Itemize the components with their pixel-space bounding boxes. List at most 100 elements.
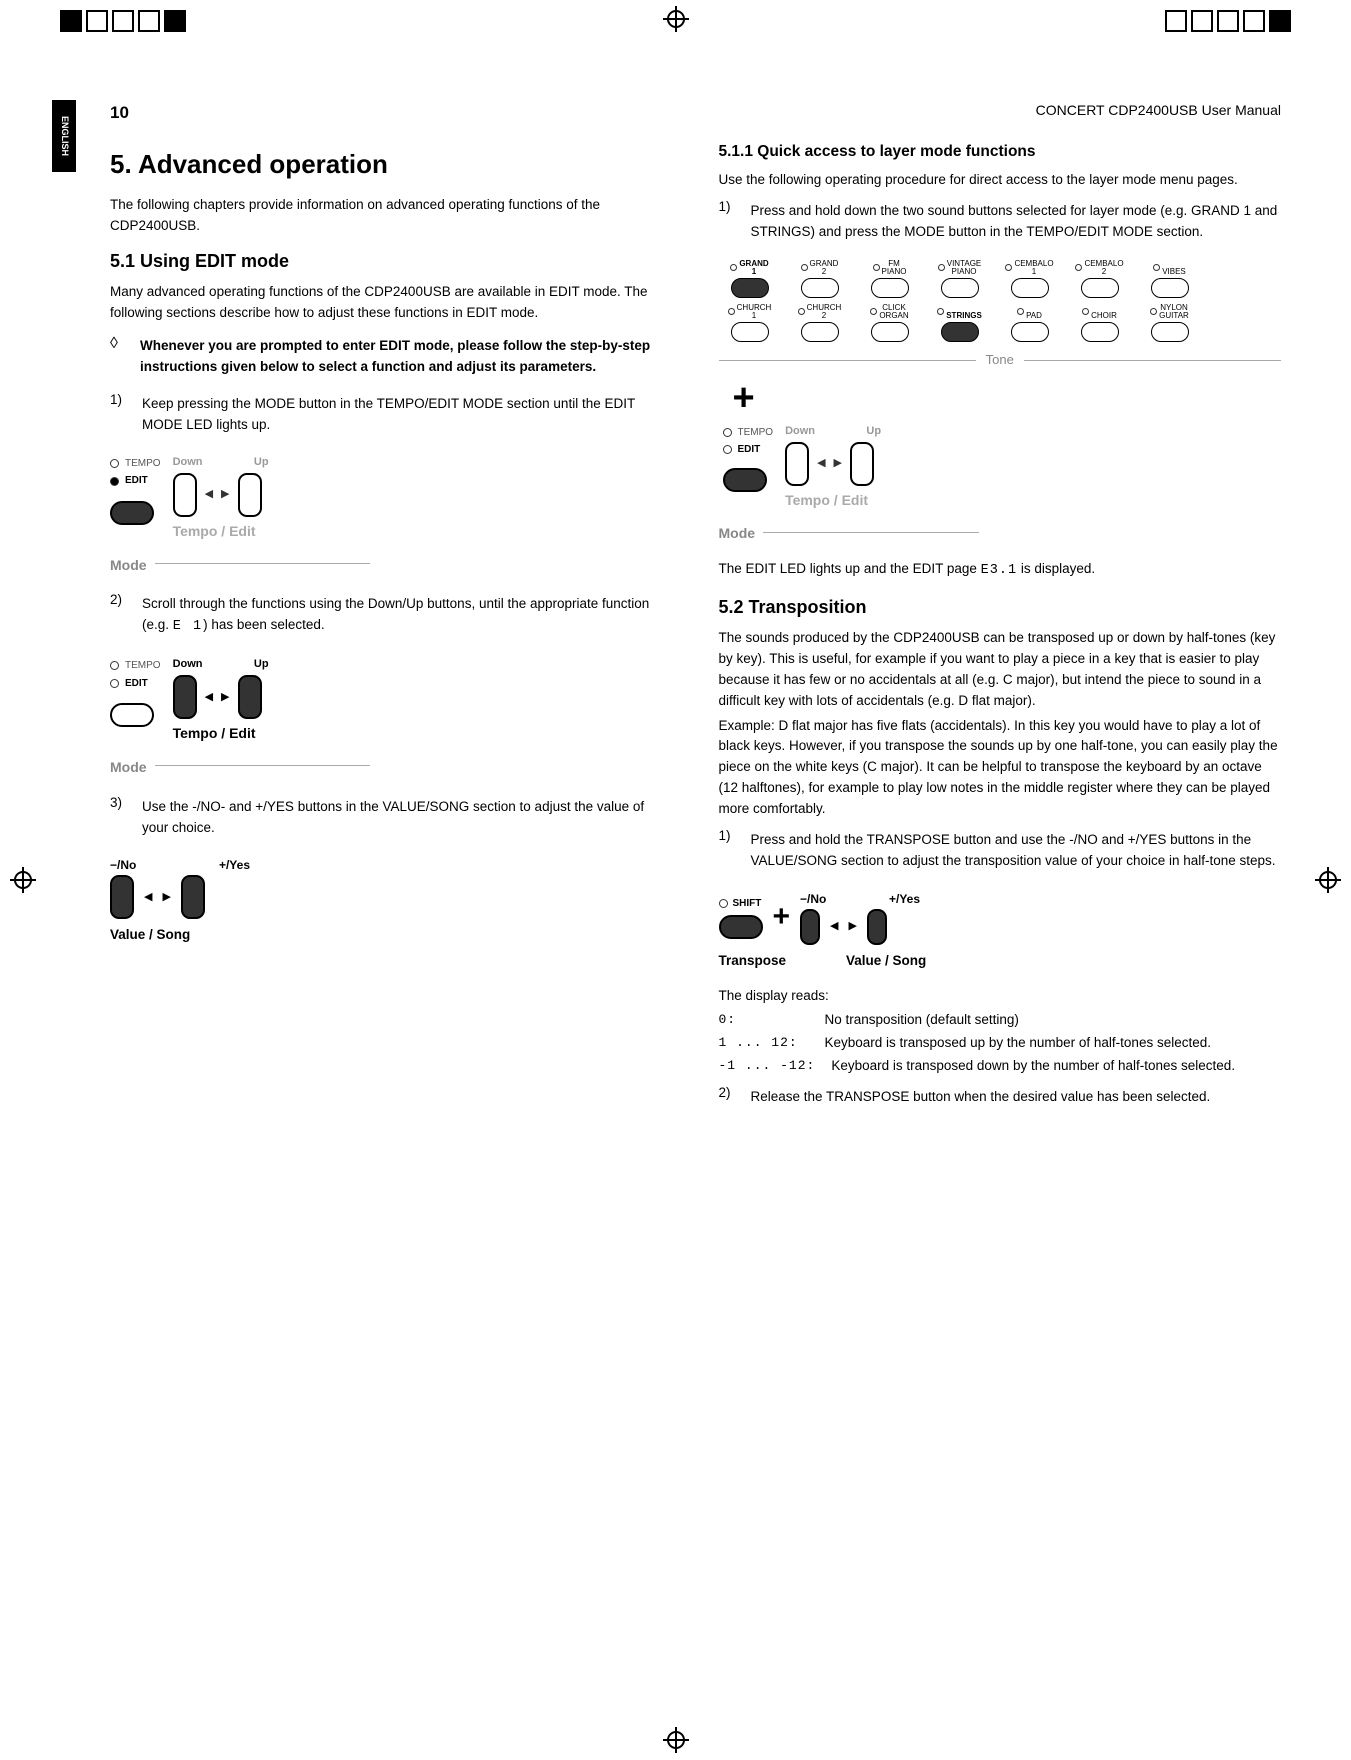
table-row: 1 ... 12:Keyboard is transposed up by th… <box>719 1033 1282 1054</box>
right-arrow-icon: ▶ <box>221 689 229 706</box>
tone-label: CHURCH1 <box>737 304 772 320</box>
display-value: No transposition (default setting) <box>825 1010 1282 1031</box>
no-button[interactable] <box>110 875 134 919</box>
transpose-caption: Transpose <box>719 951 787 972</box>
reg-square-icon <box>138 10 160 32</box>
tone-button[interactable] <box>1151 278 1189 298</box>
display-values-table: 0: No transposition (default setting)1 ..… <box>719 1010 1282 1077</box>
reg-group-left <box>60 10 186 38</box>
tempo-edit-caption: Tempo / Edit <box>173 723 269 745</box>
tone-cell: VIBES <box>1139 260 1201 298</box>
up-button[interactable] <box>850 442 874 486</box>
led-off-icon <box>1082 308 1089 315</box>
tone-label: CEMBALO1 <box>1014 260 1053 276</box>
reg-square-icon <box>1269 10 1291 32</box>
left-arrow-icon: ◀ <box>205 486 213 503</box>
tone-button[interactable] <box>1011 278 1049 298</box>
tone-button[interactable] <box>941 278 979 298</box>
mode-button[interactable] <box>110 501 154 525</box>
shift-button[interactable] <box>719 915 763 939</box>
result-a: The EDIT LED lights up and the EDIT page <box>719 561 981 576</box>
crosshair-icon <box>1315 867 1341 893</box>
figure-mode-2: TEMPO EDIT DownUp ◀ ▶ Tempo / Ed <box>110 656 370 778</box>
tempo-label: TEMPO <box>738 425 774 441</box>
tone-button[interactable] <box>731 322 769 342</box>
reg-square-icon <box>1165 10 1187 32</box>
tone-button[interactable] <box>801 278 839 298</box>
no-label: −/No <box>800 890 826 909</box>
led-off-icon <box>798 308 805 315</box>
tone-button[interactable] <box>871 278 909 298</box>
page-number: 10 <box>110 100 673 126</box>
display-reads-text: The display reads: <box>719 986 1282 1007</box>
mode-button[interactable] <box>723 468 767 492</box>
led-off-icon <box>870 308 877 315</box>
left-arrow-icon: ◀ <box>830 918 838 935</box>
tone-cell: GRAND1 <box>719 260 781 298</box>
led-off-icon <box>1017 308 1024 315</box>
up-label: Up <box>254 656 269 673</box>
display-key: 0: <box>719 1010 809 1031</box>
edit-label: EDIT <box>738 442 761 458</box>
plus-icon: + <box>733 379 1282 417</box>
tone-button[interactable] <box>871 322 909 342</box>
tone-button[interactable] <box>1081 322 1119 342</box>
step-number: 1) <box>719 197 741 247</box>
led-off-icon <box>873 264 880 271</box>
down-label: Down <box>785 423 815 440</box>
section-5-2-title: 5.2 Transposition <box>719 594 1282 622</box>
step2-b: ) has been selected. <box>203 617 325 632</box>
result-b: is displayed. <box>1017 561 1095 576</box>
led-off-icon <box>728 308 735 315</box>
language-tab: ENGLISH <box>52 100 76 172</box>
tone-label: NYLONGUITAR <box>1159 304 1189 320</box>
step-2: 2) Release the TRANSPOSE button when the… <box>719 1083 1282 1112</box>
tone-button[interactable] <box>1151 322 1189 342</box>
mode-caption: Mode <box>110 555 147 577</box>
tone-button[interactable] <box>1081 278 1119 298</box>
edit-result-text: The EDIT LED lights up and the EDIT page… <box>719 559 1282 582</box>
up-button[interactable] <box>238 473 262 517</box>
tone-label: CHOIR <box>1091 304 1117 320</box>
step2-code: E 1 <box>173 619 203 634</box>
yes-button[interactable] <box>867 909 887 945</box>
value-song-caption: Value / Song <box>846 951 926 972</box>
figure-value-song: −/No+/Yes ◀ ▶ Value / Song <box>110 856 673 946</box>
step-text: Press and hold the TRANSPOSE button and … <box>751 830 1282 872</box>
crosshair-icon <box>663 1727 689 1753</box>
down-label: Down <box>173 656 203 673</box>
up-button[interactable] <box>238 675 262 719</box>
tone-label: CLICKORGAN <box>879 304 908 320</box>
result-code: E3.1 <box>981 563 1017 578</box>
step-1: 1) Keep pressing the MODE button in the … <box>110 390 673 440</box>
tone-button[interactable] <box>941 322 979 342</box>
left-arrow-icon: ◀ <box>205 689 213 706</box>
mode-button[interactable] <box>110 703 154 727</box>
down-button[interactable] <box>173 473 197 517</box>
tone-cell: GRAND2 <box>789 260 851 298</box>
step-text: Release the TRANSPOSE button when the de… <box>751 1087 1211 1108</box>
intro-text: The following chapters provide informati… <box>110 195 673 237</box>
reg-square-icon <box>112 10 134 32</box>
crosshair-icon <box>663 6 689 32</box>
figure-mode-1: TEMPO EDIT DownUp ◀ ▶ Tempo / Ed <box>110 454 370 576</box>
left-column: 10 5. Advanced operation The following c… <box>110 100 673 1679</box>
left-arrow-icon: ◀ <box>144 889 152 906</box>
section-5-1-1-title: 5.1.1 Quick access to layer mode functio… <box>719 140 1282 164</box>
led-off-icon <box>110 679 119 688</box>
tone-button[interactable] <box>731 278 769 298</box>
tone-cell: CLICKORGAN <box>859 304 921 342</box>
led-off-icon <box>110 661 119 670</box>
down-button[interactable] <box>173 675 197 719</box>
tone-cell: VINTAGEPIANO <box>929 260 991 298</box>
yes-button[interactable] <box>181 875 205 919</box>
page-header: CONCERT CDP2400USB User Manual <box>719 100 1282 122</box>
down-button[interactable] <box>785 442 809 486</box>
tone-cell: CEMBALO1 <box>999 260 1061 298</box>
led-off-icon <box>719 899 728 908</box>
tone-button[interactable] <box>801 322 839 342</box>
tone-button[interactable] <box>1011 322 1049 342</box>
no-button[interactable] <box>800 909 820 945</box>
tempo-label: TEMPO <box>125 658 161 674</box>
led-on-icon <box>110 477 119 486</box>
